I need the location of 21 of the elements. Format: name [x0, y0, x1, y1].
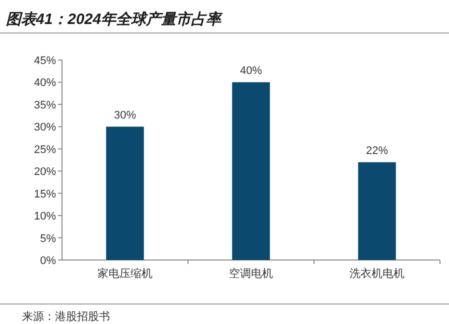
y-tick-label: 35% [34, 99, 56, 112]
y-tick-label: 0% [40, 255, 56, 267]
bar [358, 162, 396, 260]
source-note: 来源：港股招股书 [22, 310, 110, 323]
chart-title: 图表41：2024年全球产量市占率 [6, 10, 224, 28]
bar [232, 82, 270, 260]
data-label: 30% [114, 110, 136, 122]
x-tick-label: 家电压缩机 [98, 267, 152, 280]
x-tick-label: 空调电机 [229, 267, 273, 280]
y-tick-label: 5% [40, 232, 56, 245]
y-tick-label: 45% [34, 55, 56, 67]
bar [106, 126, 144, 260]
data-label: 40% [240, 65, 262, 78]
y-tick-label: 20% [34, 166, 56, 178]
data-label: 22% [366, 145, 388, 158]
y-tick-label: 40% [34, 77, 56, 90]
y-tick-label: 15% [34, 188, 56, 200]
y-tick-label: 30% [34, 122, 56, 134]
x-tick-label: 洗衣机电机 [350, 267, 404, 280]
y-tick-label: 25% [34, 144, 56, 156]
y-tick-label: 10% [34, 210, 56, 223]
